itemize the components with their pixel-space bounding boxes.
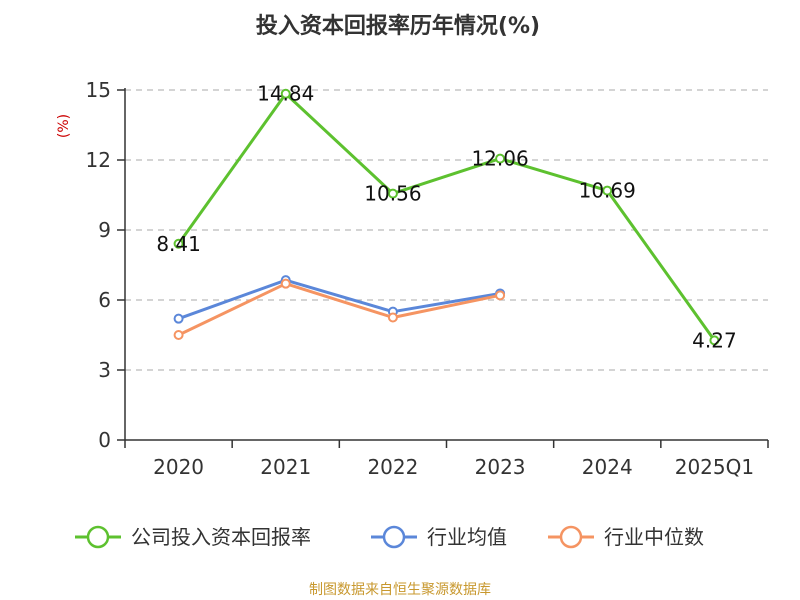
x-tick-label: 2024 bbox=[582, 455, 633, 479]
y-tick-label: 15 bbox=[86, 78, 111, 102]
data-point bbox=[280, 278, 291, 289]
x-tick-label: 2020 bbox=[153, 455, 204, 479]
data-label: 4.27 bbox=[692, 328, 737, 352]
data-point bbox=[709, 335, 720, 346]
data-point bbox=[173, 238, 184, 249]
data-label: 8.41 bbox=[156, 232, 201, 256]
data-label: 12.06 bbox=[471, 147, 528, 171]
legend-label: 行业中位数 bbox=[604, 525, 704, 549]
data-point bbox=[280, 88, 291, 99]
series-line bbox=[178, 278, 501, 321]
data-point bbox=[387, 312, 398, 323]
y-tick-label: 12 bbox=[86, 148, 111, 172]
data-point bbox=[173, 313, 184, 324]
x-tick-label: 2025Q1 bbox=[675, 455, 754, 479]
chart-title: 投入资本回报率历年情况(%) bbox=[256, 13, 540, 39]
legend: 公司投入资本回报率 行业均值 行业中位数 bbox=[75, 525, 704, 549]
x-tick-label: 2022 bbox=[367, 455, 418, 479]
legend-marker bbox=[86, 525, 110, 549]
y-tick-label: 9 bbox=[98, 218, 111, 242]
data-labels: 8.41 14.84 10.56 12.06 10.69 4.27 bbox=[156, 82, 736, 353]
data-point bbox=[387, 188, 398, 199]
data-label: 14.84 bbox=[257, 82, 314, 106]
y-tick-label: 0 bbox=[98, 428, 111, 452]
axes: 0 3 6 9 12 15 2020 2021 2022 2023 2024 2025Q1 bbox=[86, 78, 769, 479]
y-tick-label: 3 bbox=[98, 358, 111, 382]
legend-marker bbox=[559, 525, 583, 549]
data-point bbox=[495, 290, 506, 301]
x-tick-label: 2021 bbox=[260, 455, 311, 479]
source-note: 制图数据来自恒生聚源数据库 bbox=[309, 582, 491, 598]
y-axis-label: (%) bbox=[56, 114, 72, 138]
grid-lines bbox=[125, 89, 768, 371]
legend-label: 公司投入资本回报率 bbox=[131, 525, 311, 549]
series-layer bbox=[173, 88, 720, 346]
data-point bbox=[602, 185, 613, 196]
legend-marker bbox=[382, 525, 406, 549]
data-label: 10.69 bbox=[579, 179, 636, 203]
data-label: 10.56 bbox=[364, 182, 421, 206]
y-tick-label: 6 bbox=[98, 288, 111, 312]
series-line bbox=[177, 92, 716, 342]
data-point bbox=[173, 330, 184, 340]
data-point bbox=[495, 153, 506, 164]
legend-label: 行业均值 bbox=[427, 525, 507, 549]
series-line bbox=[177, 282, 501, 337]
x-tick-label: 2023 bbox=[475, 455, 526, 479]
